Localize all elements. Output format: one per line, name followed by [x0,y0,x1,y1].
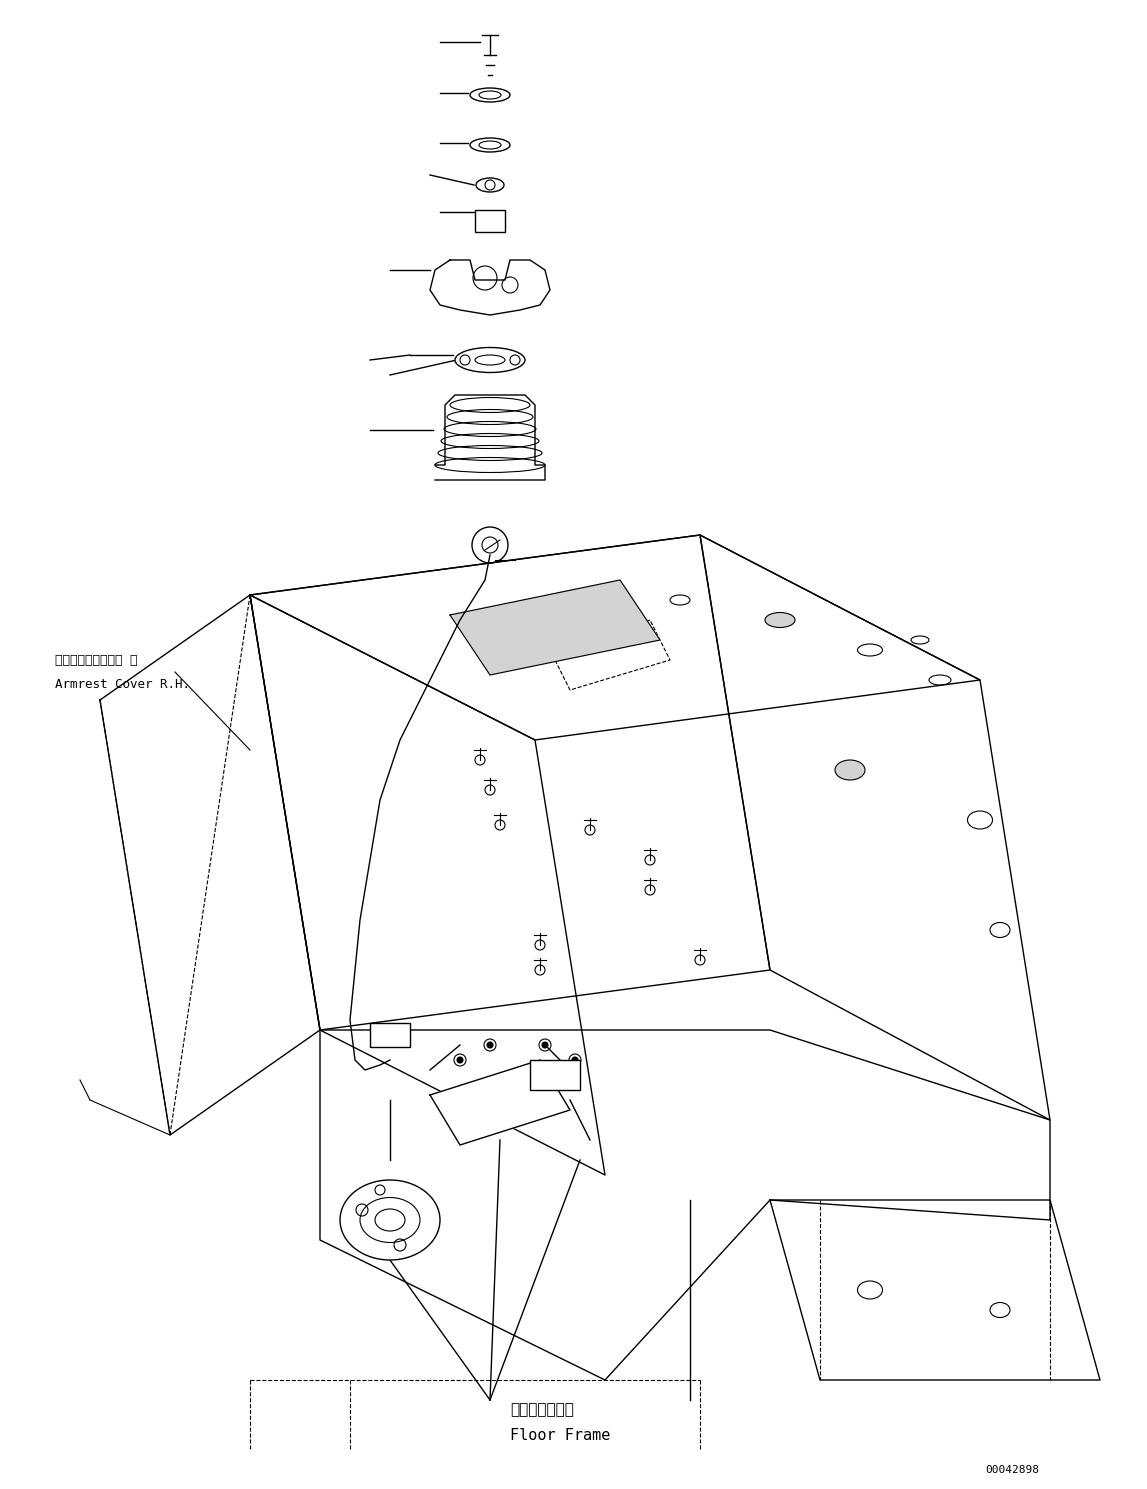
Polygon shape [770,1200,1100,1380]
Ellipse shape [340,1179,440,1260]
Polygon shape [250,535,770,1030]
Bar [370,1023,409,1047]
FancyBboxPatch shape [475,210,505,232]
Circle shape [487,1042,493,1048]
Polygon shape [430,261,551,316]
Polygon shape [450,581,660,675]
Polygon shape [250,535,980,740]
Polygon shape [435,395,545,479]
Polygon shape [700,535,1050,1120]
Text: Armrest Cover R.H.: Armrest Cover R.H. [55,679,190,691]
Text: Floor Frame: Floor Frame [510,1428,610,1443]
Ellipse shape [835,759,865,780]
Circle shape [457,1057,463,1063]
Polygon shape [250,596,604,1175]
Polygon shape [430,1060,570,1145]
Ellipse shape [470,138,510,152]
Circle shape [572,1057,578,1063]
Text: 00042898: 00042898 [985,1465,1039,1476]
Ellipse shape [765,612,795,627]
Circle shape [543,1042,548,1048]
Polygon shape [100,596,320,1135]
Ellipse shape [470,88,510,103]
Text: アームレストカバー 右: アームレストカバー 右 [55,654,138,667]
Bar [530,1060,580,1090]
Ellipse shape [455,347,525,372]
Polygon shape [320,1030,1050,1380]
Text: フロアフレーム: フロアフレーム [510,1403,574,1418]
Ellipse shape [476,179,504,192]
